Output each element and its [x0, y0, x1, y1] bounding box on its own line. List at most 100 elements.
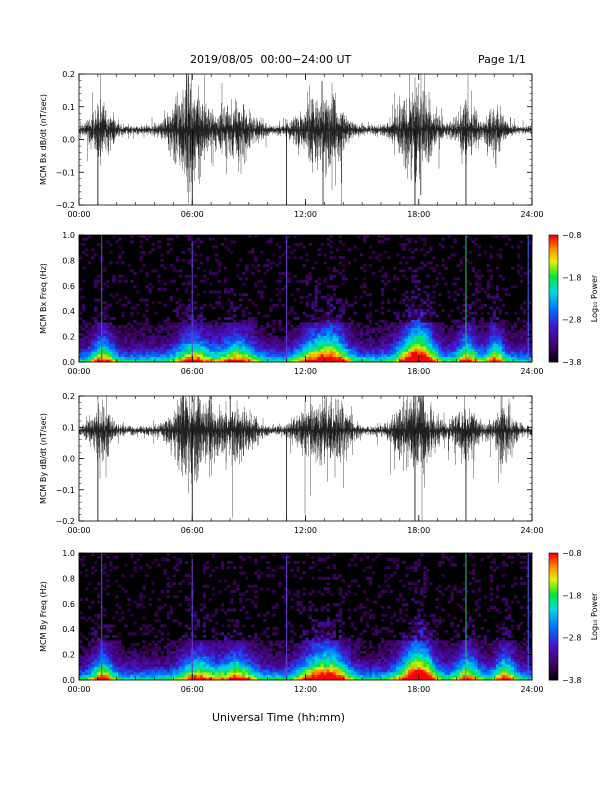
- heatmap-cell: [139, 330, 143, 334]
- heatmap-cell: [465, 235, 469, 238]
- heatmap-cell: [97, 242, 101, 246]
- heatmap-cell: [302, 348, 306, 352]
- heatmap-cell: [263, 359, 267, 363]
- heatmap-cell: [465, 258, 469, 262]
- heatmap-cell: [172, 309, 176, 313]
- heatmap-cell: [305, 253, 309, 257]
- colorbar-segment: [549, 268, 558, 272]
- heatmap-cell: [492, 335, 497, 339]
- heatmap-cell: [187, 645, 192, 649]
- heatmap-cell: [233, 309, 237, 313]
- heatmap-cell: [278, 650, 282, 654]
- heatmap-cell: [199, 658, 204, 662]
- heatmap-cell: [519, 348, 524, 352]
- heatmap-cell: [356, 351, 361, 355]
- heatmap-cell: [79, 311, 83, 315]
- heatmap-cell: [239, 343, 243, 347]
- heatmap-cell: [257, 335, 261, 339]
- heatmap-cell: [477, 346, 481, 350]
- heatmap-cell: [329, 285, 333, 289]
- heatmap-cell: [462, 343, 466, 347]
- heatmap-cell: [420, 261, 424, 265]
- heatmap-cell: [510, 285, 515, 289]
- heatmap-cell: [399, 330, 403, 334]
- heatmap-cell: [326, 351, 330, 355]
- colorbar-segment: [549, 285, 558, 289]
- heatmap-cell: [272, 553, 276, 556]
- heatmap-cell: [208, 645, 213, 649]
- heatmap-cell: [281, 338, 285, 342]
- heatmap-cell: [353, 327, 358, 331]
- heatmap-cell: [275, 656, 279, 660]
- heatmap-cell: [504, 287, 509, 291]
- heatmap-cell: [130, 574, 134, 578]
- heatmap-cell: [208, 354, 213, 358]
- heatmap-cell: [169, 248, 173, 252]
- heatmap-cell: [293, 330, 297, 334]
- heatmap-cell: [118, 640, 122, 644]
- heatmap-cell: [311, 351, 315, 355]
- heatmap-cell: [169, 332, 173, 336]
- colorbar-segment: [549, 321, 558, 325]
- heatmap-cell: [187, 664, 192, 668]
- heatmap-cell: [205, 340, 210, 344]
- heatmap-cell: [287, 338, 291, 342]
- heatmap-cell: [118, 677, 122, 681]
- heatmap-cell: [293, 256, 297, 260]
- heatmap-cell: [79, 597, 83, 601]
- heatmap-cell: [429, 266, 433, 270]
- heatmap-cell: [139, 658, 143, 662]
- heatmap-cell: [193, 332, 198, 336]
- heatmap-cell: [172, 566, 176, 570]
- heatmap-cell: [193, 674, 198, 678]
- heatmap-cell: [260, 640, 264, 644]
- heatmap-cell: [296, 327, 300, 331]
- heatmap-cell: [242, 338, 246, 342]
- heatmap-cell: [199, 656, 204, 660]
- heatmap-cell: [145, 309, 149, 313]
- heatmap-cell: [205, 653, 210, 657]
- heatmap-cell: [151, 560, 155, 564]
- heatmap-cell: [495, 332, 500, 336]
- heatmap-cell: [381, 359, 385, 363]
- heatmap-cell: [142, 640, 146, 644]
- heatmap-cell: [341, 340, 346, 344]
- heatmap-cell: [432, 343, 436, 347]
- heatmap-cell: [326, 242, 330, 246]
- heatmap-cell: [245, 674, 249, 678]
- heatmap-cell: [477, 322, 481, 326]
- heatmap-cell: [402, 335, 406, 339]
- heatmap-cell: [287, 653, 291, 657]
- heatmap-cell: [405, 309, 409, 313]
- heatmap-cell: [115, 346, 119, 350]
- heatmap-cell: [474, 348, 478, 352]
- heatmap-cell: [353, 330, 358, 334]
- heatmap-cell: [202, 338, 207, 342]
- heatmap-cell: [97, 298, 101, 302]
- heatmap-cell: [399, 332, 403, 336]
- heatmap-cell: [489, 351, 494, 355]
- heatmap-cell: [447, 346, 451, 350]
- heatmap-cell: [115, 240, 119, 244]
- heatmap-cell: [335, 354, 340, 358]
- heatmap-cell: [308, 272, 312, 275]
- heatmap-cell: [371, 348, 376, 352]
- heatmap-cell: [220, 653, 225, 657]
- heatmap-cell: [332, 340, 336, 344]
- heatmap-cell: [109, 324, 113, 328]
- heatmap-cell: [169, 279, 173, 283]
- heatmap-cell: [245, 324, 249, 328]
- heatmap-cell: [420, 298, 424, 302]
- heatmap-cell: [323, 253, 327, 257]
- heatmap-cell: [121, 351, 125, 355]
- heatmap-cell: [236, 332, 240, 336]
- heatmap-cell: [230, 619, 234, 623]
- heatmap-cell: [109, 346, 113, 350]
- heatmap-cell: [284, 677, 288, 681]
- heatmap-cell: [112, 653, 116, 657]
- heatmap-cell: [82, 661, 86, 665]
- colorbar-segment: [549, 323, 558, 327]
- heatmap-cell: [199, 240, 204, 244]
- heatmap-cell: [257, 264, 261, 268]
- heatmap-cell: [411, 359, 415, 363]
